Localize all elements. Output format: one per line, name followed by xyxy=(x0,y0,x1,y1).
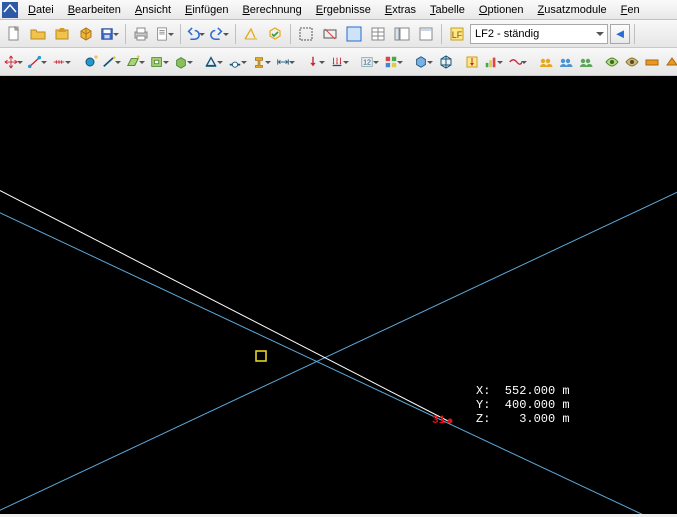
colors-button[interactable] xyxy=(383,51,405,73)
calculate-button[interactable] xyxy=(240,23,262,45)
new-load-button[interactable] xyxy=(305,51,327,73)
print-report-button[interactable] xyxy=(154,23,176,45)
svg-text:LF: LF xyxy=(452,30,463,40)
new-opening-button[interactable] xyxy=(149,51,171,73)
new-surface-button[interactable] xyxy=(125,51,147,73)
separator xyxy=(634,24,635,44)
open-3d-button[interactable] xyxy=(75,23,97,45)
visibility4-button[interactable] xyxy=(663,51,677,73)
menu-ansicht[interactable]: Ansicht xyxy=(131,2,175,18)
section-button[interactable] xyxy=(251,51,273,73)
select-all-button[interactable] xyxy=(343,23,365,45)
show-loads-button[interactable] xyxy=(463,51,481,73)
menu-berechnung[interactable]: Berechnung xyxy=(238,2,305,18)
coordinate-readout: X: 552.000 mY: 400.000 mZ: 3.000 m xyxy=(476,384,570,426)
crossing-select-button[interactable] xyxy=(319,23,341,45)
app-icon xyxy=(2,2,18,18)
view-solid-button[interactable] xyxy=(413,51,435,73)
new-support-button[interactable] xyxy=(203,51,225,73)
svg-text:12: 12 xyxy=(363,59,371,66)
numbering-button[interactable]: 12 xyxy=(359,51,381,73)
redo-button[interactable] xyxy=(209,23,231,45)
visibility3-button[interactable] xyxy=(643,51,661,73)
undo-button[interactable] xyxy=(185,23,207,45)
open-button[interactable] xyxy=(27,23,49,45)
loadcase-value: LF2 - ständig xyxy=(475,28,539,40)
viewport[interactable]: X: 552.000 mY: 400.000 mZ: 3.000 m 31 xyxy=(0,76,677,514)
group1-button[interactable] xyxy=(537,51,555,73)
menu-optionen[interactable]: Optionen xyxy=(475,2,528,18)
group2-button[interactable] xyxy=(557,51,575,73)
results-navigator-button[interactable] xyxy=(415,23,437,45)
separator xyxy=(441,24,442,44)
menu-zusatzmodule[interactable]: Zusatzmodule xyxy=(534,2,611,18)
toolbar-1: LF LF2 - ständig ◄ xyxy=(0,20,677,48)
menu-tabelle[interactable]: Tabelle xyxy=(426,2,469,18)
separator xyxy=(290,24,291,44)
prev-loadcase-button[interactable]: ◄ xyxy=(610,24,630,44)
snap-button[interactable] xyxy=(51,51,73,73)
separator xyxy=(180,24,181,44)
menu-datei[interactable]: Datei xyxy=(24,2,58,18)
menu-extras[interactable]: Extras xyxy=(381,2,420,18)
toolbar-2: 12 xyxy=(0,48,677,76)
print-button[interactable] xyxy=(130,23,152,45)
view-wireframe-button[interactable] xyxy=(437,51,455,73)
new-button[interactable] xyxy=(3,23,25,45)
dimension-button[interactable] xyxy=(275,51,297,73)
show-results-button[interactable] xyxy=(483,51,505,73)
loadcase-combo[interactable]: LF2 - ständig xyxy=(470,24,608,44)
line-edit-button[interactable] xyxy=(27,51,49,73)
menu-einfuegen[interactable]: Einfügen xyxy=(181,2,232,18)
node-label: 31 xyxy=(432,415,445,427)
save-button[interactable] xyxy=(99,23,121,45)
separator xyxy=(235,24,236,44)
loadcase-icon[interactable]: LF xyxy=(446,23,468,45)
model-check-button[interactable] xyxy=(264,23,286,45)
new-hinge-button[interactable] xyxy=(227,51,249,73)
menu-bar: Datei Bearbeiten Ansicht Einfügen Berech… xyxy=(0,0,677,20)
open-model-button[interactable] xyxy=(51,23,73,45)
new-solid-button[interactable] xyxy=(173,51,195,73)
visibility2-button[interactable] xyxy=(623,51,641,73)
visibility1-button[interactable] xyxy=(603,51,621,73)
new-node-button[interactable] xyxy=(81,51,99,73)
group3-button[interactable] xyxy=(577,51,595,73)
project-navigator-button[interactable] xyxy=(391,23,413,45)
menu-fenster[interactable]: Fen xyxy=(617,2,644,18)
viewport-svg xyxy=(0,76,677,514)
table-button[interactable] xyxy=(367,23,389,45)
move-button[interactable] xyxy=(3,51,25,73)
menu-ergebnisse[interactable]: Ergebnisse xyxy=(312,2,375,18)
new-lineload-button[interactable] xyxy=(329,51,351,73)
menu-bearbeiten[interactable]: Bearbeiten xyxy=(64,2,125,18)
window-select-button[interactable] xyxy=(295,23,317,45)
new-member-button[interactable] xyxy=(101,51,123,73)
deformation-button[interactable] xyxy=(507,51,529,73)
separator xyxy=(125,24,126,44)
